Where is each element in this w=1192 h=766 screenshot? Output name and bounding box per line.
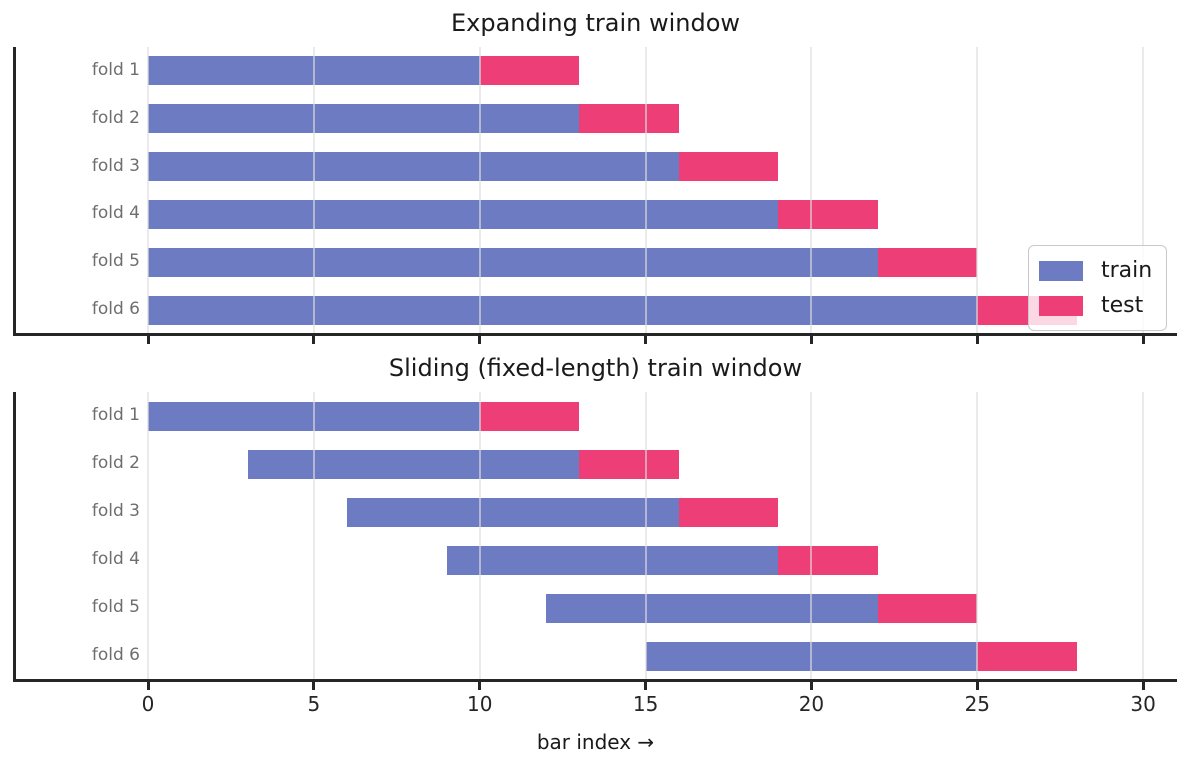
gridline [1142,392,1145,680]
x-axis-label: bar index → [536,730,655,754]
y-axis-spine [13,47,16,334]
fold-label: fold 2 [91,453,140,473]
x-tick [478,335,482,344]
plot-area-expanding: fold 1 fold 2 fold 3 fold 4 fold 5 fold 6 trai… [13,47,1177,344]
x-tick [809,335,813,344]
train-bar [148,104,580,134]
gridline [644,392,647,680]
train-bar [148,295,978,325]
x-tick-label: 30 [1130,692,1156,716]
fold-label: fold 3 [91,155,140,176]
legend-swatch-train [1039,260,1083,281]
x-tick [312,335,316,344]
train-bar [546,593,878,623]
x-tick [1141,681,1145,690]
gridline [312,47,315,334]
x-tick [644,681,648,690]
test-bar [877,593,978,623]
legend-entry: train [1039,253,1152,288]
fold-label: fold 6 [91,645,140,665]
legend-label: train [1101,257,1153,283]
train-bar [446,545,779,575]
x-tick [975,335,979,344]
x-tick [312,681,316,690]
train-bar [247,449,580,479]
x-axis-spine [13,678,1177,682]
train-bar [148,247,878,277]
gridline [1142,47,1145,334]
x-axis-spine [13,332,1177,336]
y-axis-spine [13,392,16,680]
fold-label: fold 6 [91,299,140,320]
gridline [976,47,979,334]
legend-entry: test [1039,288,1152,323]
x-tick [975,681,979,690]
x-tick-label: 20 [798,692,825,716]
fold-label: fold 5 [91,251,140,272]
test-bar [778,545,878,575]
gridline [976,392,979,680]
gridline [147,392,149,680]
train-bar [148,199,779,229]
fold-label: fold 3 [91,501,140,521]
fold-label: fold 1 [91,405,140,425]
x-tick-label: 5 [307,692,321,716]
x-tick [146,335,150,344]
gridline [644,47,647,334]
x-tick [644,335,648,344]
legend: train test [1028,245,1168,331]
fold-label: fold 1 [91,59,140,80]
test-bar [579,449,679,479]
gridline [810,47,813,334]
fold-label: fold 2 [91,107,140,128]
x-tick-label: 15 [632,692,659,716]
test-bar [678,497,779,527]
fold-label: fold 4 [91,203,140,224]
test-bar [977,641,1077,671]
train-bar [148,152,679,182]
fold-label: fold 5 [91,597,140,617]
chart-title-sliding: Sliding (fixed-length) train window [388,354,803,382]
gridline [478,47,481,334]
gridline [810,392,813,680]
x-tick [1141,335,1145,344]
test-bar [678,152,779,182]
plot-area-sliding: fold 1 fold 2 fold 3 fold 4 fold 5 fold 6 0 5 10… [13,392,1177,716]
train-bar [347,497,679,527]
test-bar [877,247,978,277]
chart-title-expanding: Expanding train window [450,9,741,37]
gridline [312,392,315,680]
test-bar [579,104,679,134]
test-bar [479,56,580,86]
legend-label: test [1101,292,1144,318]
test-bar [479,401,580,431]
gridline [147,47,149,334]
test-bar [778,199,878,229]
x-tick [146,681,150,690]
x-tick-label: 10 [466,692,493,716]
x-tick [478,681,482,690]
x-tick-label: 0 [141,692,155,716]
legend-swatch-test [1039,295,1083,316]
x-tick-label: 25 [964,692,991,716]
fold-label: fold 4 [91,549,140,569]
gridline [478,392,481,680]
x-tick [809,681,813,690]
